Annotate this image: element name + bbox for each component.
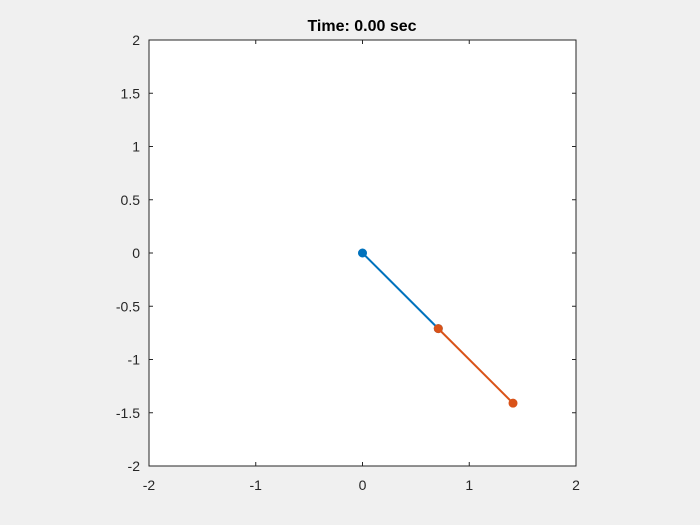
y-tick-label: 1.5 [121,85,141,101]
pendulum-series [358,248,518,408]
y-tick-label: 0.5 [121,192,141,208]
series-2-point [433,324,443,334]
y-tick-labels: 2 1.5 1 0.5 0 -0.5 -1 -1.5 -2 [116,32,140,474]
series-2-point [508,398,518,408]
x-tick-label: 2 [572,477,580,493]
plot-title: Time: 0.00 sec [307,18,416,35]
series-1-point [358,248,367,258]
x-tick-label: 1 [465,477,473,493]
y-tick-label: -0.5 [116,298,140,314]
y-tick-label: 1 [132,139,140,155]
x-tick-labels: -2 -1 0 1 2 [143,477,580,493]
x-tick-label: 0 [359,477,367,493]
series-2-line [437,327,515,405]
y-tick-label: 0 [132,245,140,261]
y-tick-label: -1.5 [116,405,140,421]
x-tick-label: -1 [250,477,263,493]
series-1-line [361,252,440,330]
tick-marks [148,39,577,467]
y-tick-label: 2 [132,32,140,48]
y-tick-label: -2 [128,458,141,474]
y-tick-label: -1 [128,352,141,368]
x-tick-label: -2 [143,477,156,493]
